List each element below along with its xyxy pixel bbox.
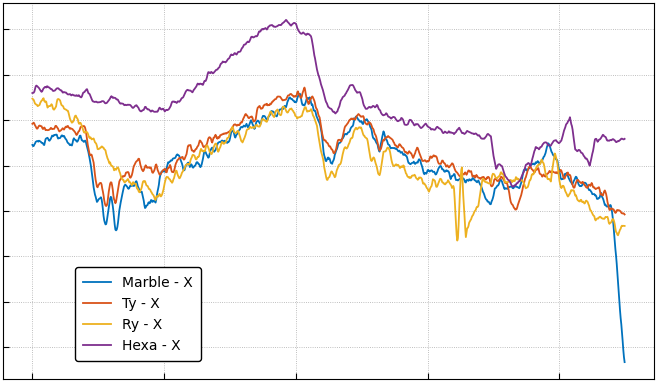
Marble - X — [475, 180, 483, 185]
Hexa - X — [281, 18, 289, 23]
Ty - X — [475, 175, 483, 180]
Ry - X — [476, 195, 484, 199]
Ry - X — [94, 147, 102, 151]
Ry - X — [621, 223, 629, 228]
Ty - X — [28, 121, 36, 126]
Marble - X — [28, 142, 36, 147]
Ry - X — [451, 196, 459, 201]
Ty - X — [540, 173, 548, 178]
Line: Hexa - X: Hexa - X — [32, 20, 625, 187]
Ty - X — [300, 85, 308, 90]
Ry - X — [28, 96, 36, 101]
Ty - X — [621, 212, 629, 217]
Hexa - X — [93, 100, 101, 104]
Marble - X — [183, 163, 191, 167]
Marble - X — [93, 200, 101, 204]
Hexa - X — [509, 185, 516, 189]
Line: Ty - X: Ty - X — [32, 87, 625, 214]
Hexa - X — [183, 88, 191, 93]
Ry - X — [453, 238, 461, 243]
Hexa - X — [28, 91, 36, 95]
Ry - X — [39, 96, 47, 100]
Hexa - X — [621, 137, 629, 141]
Legend: Marble - X, Ty - X, Ry - X, Hexa - X: Marble - X, Ty - X, Ry - X, Hexa - X — [75, 267, 201, 361]
Line: Ry - X: Ry - X — [32, 98, 625, 241]
Line: Marble - X: Marble - X — [32, 94, 625, 362]
Hexa - X — [475, 133, 483, 138]
Ty - X — [451, 167, 459, 171]
Ty - X — [93, 185, 101, 189]
Hexa - X — [451, 131, 459, 136]
Marble - X — [296, 91, 304, 96]
Ty - X — [281, 97, 289, 102]
Marble - X — [451, 172, 459, 176]
Hexa - X — [541, 140, 549, 145]
Marble - X — [621, 360, 629, 364]
Ty - X — [183, 152, 191, 157]
Hexa - X — [282, 18, 290, 22]
Ry - X — [282, 108, 290, 113]
Ry - X — [541, 168, 549, 173]
Marble - X — [281, 104, 289, 109]
Marble - X — [540, 154, 548, 159]
Ry - X — [183, 162, 191, 167]
